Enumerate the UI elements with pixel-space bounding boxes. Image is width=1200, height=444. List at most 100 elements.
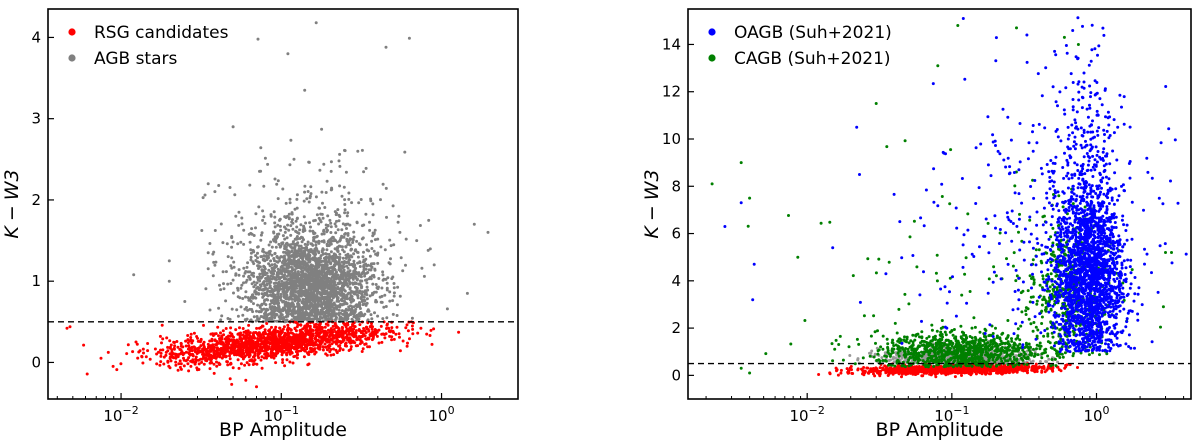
left-point-agb-stars — [339, 278, 342, 281]
left-point-agb-stars — [264, 273, 267, 276]
left-point-rsg-candidates — [160, 341, 163, 344]
left-point-rsg-candidates — [342, 348, 345, 351]
left-point-agb-stars — [276, 255, 279, 258]
left-point-agb-stars — [299, 223, 302, 226]
left-point-agb-stars — [285, 297, 288, 300]
left-point-agb-stars — [254, 226, 257, 229]
left-point-agb-stars — [382, 183, 385, 186]
left-point-rsg-candidates — [264, 353, 267, 356]
left-point-rsg-candidates — [229, 326, 232, 329]
left-point-agb-stars — [293, 316, 296, 319]
left-point-agb-stars — [280, 293, 283, 296]
left-y-axis-label: K−W3 — [1, 169, 23, 238]
left-point-agb-stars — [232, 279, 235, 282]
left-point-agb-stars — [307, 241, 310, 244]
left-point-agb-stars — [369, 255, 372, 258]
left-point-agb-stars — [220, 223, 223, 226]
left-point-rsg-candidates — [179, 348, 182, 351]
left-point-rsg-candidates — [205, 349, 208, 352]
left-point-rsg-candidates — [390, 338, 393, 341]
left-point-agb-stars — [254, 297, 257, 300]
left-point-agb-stars — [329, 262, 332, 265]
left-point-agb-stars — [200, 229, 203, 232]
left-point-agb-stars — [296, 241, 299, 244]
left-point-agb-stars — [363, 313, 366, 316]
left-point-agb-stars — [354, 249, 357, 252]
left-point-agb-stars — [209, 309, 212, 312]
left-point-rsg-candidates — [248, 333, 251, 336]
left-point-agb-stars — [224, 299, 227, 302]
left-point-agb-stars — [287, 250, 290, 253]
left-point-rsg-candidates — [372, 337, 375, 340]
left-point-agb-stars — [317, 301, 320, 304]
left-point-agb-stars — [473, 223, 476, 226]
left-point-rsg-candidates — [209, 359, 212, 362]
left-point-rsg-candidates — [173, 348, 176, 351]
left-point-agb-stars — [297, 251, 300, 254]
left-point-agb-stars — [366, 286, 369, 289]
left-point-rsg-candidates — [259, 346, 262, 349]
left-point-agb-stars — [260, 315, 263, 318]
left-point-agb-stars — [324, 256, 327, 259]
left-point-rsg-candidates — [190, 339, 193, 342]
left-point-rsg-candidates — [315, 323, 318, 326]
left-point-rsg-candidates — [183, 364, 186, 367]
legend-marker-rsg-candidates — [68, 28, 75, 35]
left-point-rsg-candidates — [264, 328, 267, 331]
left-point-agb-stars — [259, 277, 262, 280]
left-point-rsg-candidates — [159, 355, 162, 358]
left-point-agb-stars — [423, 275, 426, 278]
left-point-agb-stars — [285, 216, 288, 219]
left-point-agb-stars — [263, 316, 266, 319]
left-point-agb-stars — [294, 245, 297, 248]
left-point-rsg-candidates — [302, 347, 305, 350]
left-point-agb-stars — [356, 150, 359, 153]
left-point-agb-stars — [234, 272, 237, 275]
left-point-agb-stars — [328, 301, 331, 304]
left-point-agb-stars — [204, 194, 207, 197]
left-point-agb-stars — [263, 251, 266, 254]
left-x-tick-label: 10−2 — [103, 404, 138, 425]
left-point-agb-stars — [330, 188, 333, 191]
left-point-agb-stars — [280, 276, 283, 279]
left-point-rsg-candidates — [374, 328, 377, 331]
left-point-agb-stars — [288, 213, 291, 216]
left-point-agb-stars — [251, 233, 254, 236]
left-point-agb-stars — [344, 224, 347, 227]
left-point-rsg-candidates — [345, 325, 348, 328]
left-point-agb-stars — [281, 261, 284, 264]
left-point-agb-stars — [317, 318, 320, 321]
left-point-agb-stars — [307, 253, 310, 256]
left-point-agb-stars — [386, 282, 389, 285]
left-point-agb-stars — [305, 311, 308, 314]
left-point-agb-stars — [415, 239, 418, 242]
left-point-agb-stars — [297, 299, 300, 302]
left-point-agb-stars — [349, 286, 352, 289]
left-point-rsg-candidates — [292, 362, 295, 365]
left-point-agb-stars — [257, 293, 260, 296]
left-point-agb-stars — [373, 311, 376, 314]
left-point-rsg-candidates — [295, 336, 298, 339]
left-point-agb-stars — [315, 258, 318, 261]
left-point-agb-stars — [308, 221, 311, 224]
left-point-rsg-candidates — [353, 325, 356, 328]
left-point-agb-stars — [342, 257, 345, 260]
left-point-agb-stars — [221, 241, 224, 244]
left-point-agb-stars — [333, 302, 336, 305]
left-point-agb-stars — [295, 226, 298, 229]
left-point-rsg-candidates — [146, 342, 149, 345]
left-point-rsg-candidates — [320, 327, 323, 330]
left-point-agb-stars — [267, 269, 270, 272]
left-point-rsg-candidates — [180, 342, 183, 345]
left-point-rsg-candidates — [338, 327, 341, 330]
left-point-agb-stars — [290, 295, 293, 298]
left-point-agb-stars — [273, 210, 276, 213]
left-point-agb-stars — [348, 308, 351, 311]
left-point-rsg-candidates — [218, 348, 221, 351]
left-point-agb-stars — [360, 280, 363, 283]
left-point-agb-stars — [275, 246, 278, 249]
left-point-agb-stars — [321, 260, 324, 263]
left-point-rsg-candidates — [332, 353, 335, 356]
left-point-rsg-candidates — [321, 345, 324, 348]
left-point-rsg-candidates — [174, 361, 177, 364]
